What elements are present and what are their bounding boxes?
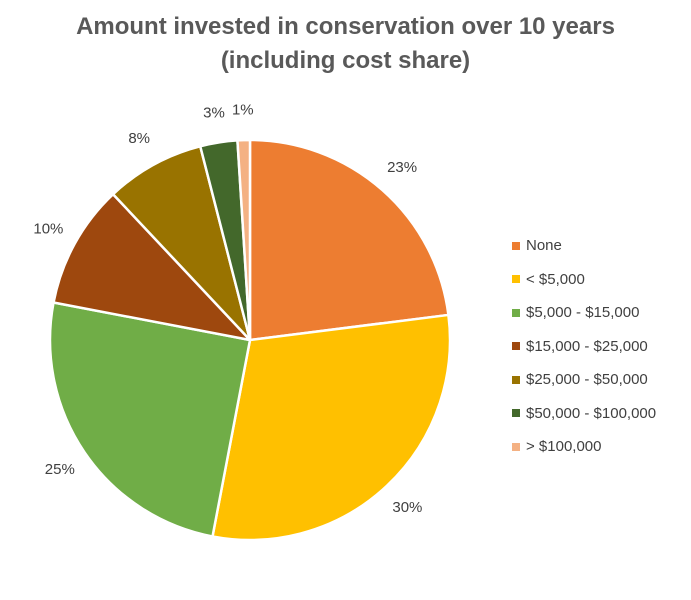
legend-label: > $100,000 bbox=[526, 438, 602, 456]
data-label-5-000-15-000: 25% bbox=[45, 461, 75, 478]
legend-swatch bbox=[512, 241, 520, 250]
data-label-15-000-25-000: 10% bbox=[33, 221, 63, 238]
legend-label: None bbox=[526, 237, 562, 255]
pie-slice-25-000-50-000 bbox=[111, 145, 252, 342]
legend-label: $15,000 - $25,000 bbox=[526, 337, 648, 355]
chart-title-line-1: Amount invested in conservation over 10 … bbox=[76, 13, 615, 40]
data-label-50-000-100-000: 3% bbox=[203, 104, 225, 121]
legend-item-15-000-25-000: $15,000 - $25,000 bbox=[512, 330, 656, 364]
legend-item-5-000: < $5,000 bbox=[512, 263, 656, 297]
pie-slice-none bbox=[248, 138, 450, 342]
legend-label: < $5,000 bbox=[526, 270, 585, 288]
data-label-none: 23% bbox=[387, 159, 417, 176]
data-label-25-000-50-000: 8% bbox=[128, 130, 150, 147]
chart-title-line-2: (including cost share) bbox=[220, 47, 471, 74]
legend-item-none: None bbox=[512, 229, 656, 263]
pie-slice-5-000-15-000 bbox=[48, 301, 252, 538]
legend-label: $5,000 - $15,000 bbox=[526, 304, 640, 322]
legend-item-100-000: > $100,000 bbox=[512, 430, 656, 464]
legend-swatch bbox=[512, 308, 520, 317]
data-label-5-000: 30% bbox=[392, 499, 422, 516]
legend-label: $25,000 - $50,000 bbox=[526, 371, 648, 389]
legend: None < $5,000 $5,000 - $15,000 $15,000 - $2… bbox=[512, 229, 656, 464]
legend-item-5-000-15-000: $5,000 - $15,000 bbox=[512, 296, 656, 330]
legend-label: $50,000 - $100,000 bbox=[526, 404, 657, 422]
legend-swatch bbox=[512, 409, 520, 418]
legend-swatch bbox=[512, 375, 520, 384]
data-labels: 23% 30% 25% 10% 8% 3% 1% bbox=[33, 102, 422, 517]
legend-item-25-000-50-000: $25,000 - $50,000 bbox=[512, 363, 656, 397]
data-label-100-000: 1% bbox=[232, 102, 254, 119]
legend-item-50-000-100-000: $50,000 - $100,000 bbox=[512, 397, 656, 431]
chart-title: Amount invested in conservation over 10 … bbox=[0, 10, 691, 78]
pie-slice-5-000 bbox=[211, 313, 452, 542]
pie-slices bbox=[48, 138, 452, 542]
legend-swatch bbox=[512, 275, 520, 284]
legend-swatch bbox=[512, 342, 520, 351]
pie-slice-15-000-25-000 bbox=[52, 192, 252, 342]
legend-swatch bbox=[512, 442, 520, 451]
pie-slice-100-000 bbox=[236, 138, 252, 342]
